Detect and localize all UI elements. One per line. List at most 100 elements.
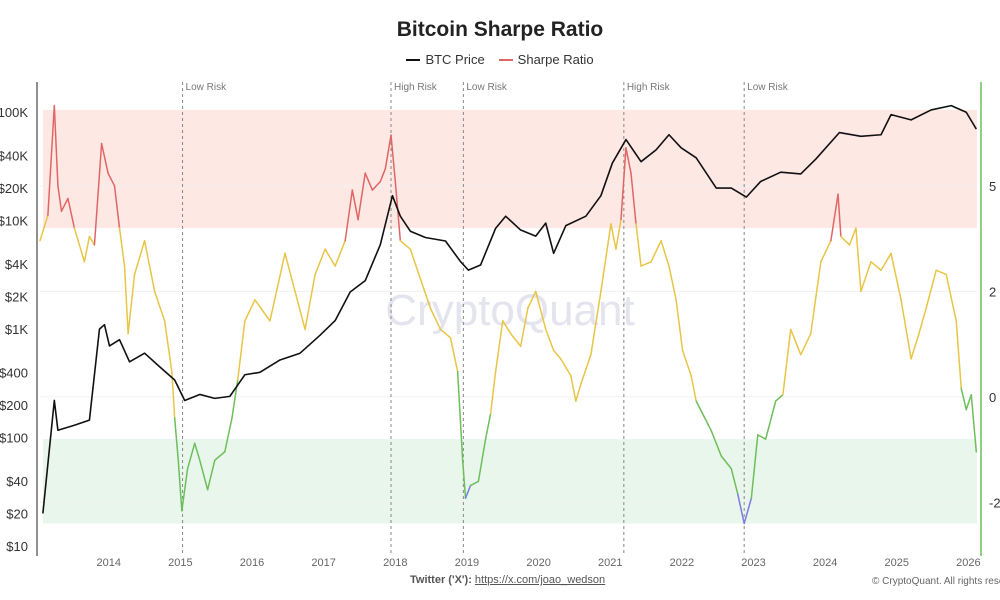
- left-tick-label: $20: [6, 506, 28, 521]
- sharpe-segment: [78, 244, 86, 263]
- sharpe-segment: [53, 104, 59, 187]
- sharpe-segment: [750, 434, 759, 499]
- sharpe-segment: [610, 223, 617, 250]
- watermark: CryptoQuant: [385, 286, 634, 335]
- sharpe-segment: [509, 332, 522, 347]
- sharpe-segment: [625, 147, 632, 174]
- twitter-label: Twitter ('X'):: [410, 574, 472, 586]
- sharpe-segment: [918, 307, 927, 335]
- sharpe-segment: [810, 261, 822, 335]
- sharpe-segment: [93, 142, 103, 246]
- sharpe-segment: [379, 168, 387, 183]
- sharpe-segment: [461, 459, 467, 499]
- sharpe-segment: [970, 394, 978, 453]
- x-tick-label: 2025: [885, 557, 909, 569]
- sharpe-segment: [439, 328, 452, 339]
- sharpe-segment: [60, 197, 69, 212]
- sharpe-segment: [800, 332, 812, 356]
- left-tick-label: 100K: [0, 105, 28, 120]
- x-tick-label: 2023: [741, 557, 765, 569]
- x-tick-label: 2016: [240, 557, 264, 569]
- sharpe-segment: [620, 147, 627, 221]
- sharpe-segment: [390, 134, 397, 183]
- legend-label: Sharpe Ratio: [517, 52, 594, 67]
- sharpe-segment: [177, 459, 183, 512]
- event-label: Low Risk: [466, 82, 508, 93]
- sharpe-segment: [236, 320, 246, 381]
- sharpe-segment: [710, 429, 723, 457]
- sharpe-segment: [118, 227, 126, 267]
- sharpe-segment: [494, 320, 504, 373]
- sharpe-segment: [545, 328, 555, 352]
- sharpe-segment: [743, 497, 753, 525]
- left-tick-label: $10K: [0, 214, 28, 229]
- sharpe-segment: [910, 332, 920, 360]
- sharpe-segment: [848, 227, 857, 246]
- sharpe-segment: [206, 459, 216, 491]
- sharpe-segment: [364, 172, 374, 191]
- sharpe-segment: [615, 218, 622, 250]
- sharpe-segment: [502, 320, 512, 335]
- sharpe-segment: [193, 442, 201, 461]
- x-tick-label: 2026: [956, 557, 980, 569]
- sharpe-segment: [955, 320, 962, 390]
- sharpe-segment: [782, 328, 792, 396]
- left-tick-label: $200: [0, 398, 28, 413]
- x-tick-label: 2022: [670, 557, 694, 569]
- sharpe-segment: [635, 223, 642, 267]
- twitter-link[interactable]: https://x.com/joao_wedson: [474, 574, 606, 586]
- legend-item-btc-price[interactable]: BTC Price: [406, 52, 485, 67]
- sharpe-segment: [269, 252, 286, 322]
- sharpe-segment: [186, 442, 196, 470]
- legend-item-sharpe-ratio[interactable]: Sharpe Ratio: [498, 52, 594, 67]
- sharpe-segment: [640, 261, 652, 267]
- event-label: High Risk: [627, 82, 671, 93]
- sharpe-segment: [580, 353, 592, 385]
- sharpe-segment: [855, 227, 862, 293]
- sharpe-segment: [660, 239, 670, 267]
- sharpe-segment: [730, 467, 739, 495]
- sharpe-segment: [736, 493, 745, 525]
- copyright: © CryptoQuant. All rights reserved: [872, 576, 1000, 587]
- sharpe-segment: [67, 197, 76, 229]
- sharpe-segment: [675, 299, 684, 352]
- sharpe-segment: [214, 451, 226, 461]
- sharpe-segment: [224, 417, 233, 453]
- legend-label: BTC Price: [425, 52, 485, 67]
- event-label: High Risk: [394, 82, 438, 93]
- sharpe-segment: [88, 235, 96, 246]
- sharpe-segment: [690, 375, 697, 402]
- sharpe-segment: [39, 214, 49, 242]
- sharpe-segment: [83, 235, 91, 263]
- sharpe-segment: [519, 307, 529, 347]
- sharpe-segment: [171, 370, 176, 419]
- right-tick-label: 5: [989, 179, 996, 194]
- left-tick-label: $2K: [5, 290, 28, 305]
- sharpe-segment: [701, 413, 712, 432]
- sharpe-segment: [489, 370, 497, 415]
- zone-low: [43, 439, 977, 524]
- sharpe-segment: [935, 269, 947, 276]
- event-label: Low Risk: [747, 82, 789, 93]
- sharpe-segment: [244, 299, 256, 322]
- sharpe-segment: [284, 252, 296, 293]
- legend-swatch-btc: [406, 58, 421, 61]
- sharpe-segment: [351, 189, 359, 221]
- left-tick-label: $20K: [0, 181, 28, 196]
- sharpe-segment: [57, 185, 63, 212]
- x-tick-label: 2015: [168, 557, 192, 569]
- sharpe-segment: [163, 320, 173, 373]
- sharpe-segment: [870, 261, 882, 272]
- left-tick-label: $4K: [5, 257, 28, 272]
- sharpe-segment: [173, 417, 180, 461]
- sharpe-segment: [860, 261, 872, 293]
- sharpe-segment: [925, 269, 937, 309]
- left-tick-label: $100: [0, 431, 28, 446]
- x-tick-label: 2017: [311, 557, 335, 569]
- sharpe-segment: [133, 239, 146, 276]
- btc-price-line: [42, 104, 977, 514]
- legend: BTC Price Sharpe Ratio: [0, 52, 1000, 67]
- sharpe-segment: [789, 328, 802, 356]
- sharpe-segment: [429, 307, 442, 331]
- sharpe-segment: [880, 252, 892, 272]
